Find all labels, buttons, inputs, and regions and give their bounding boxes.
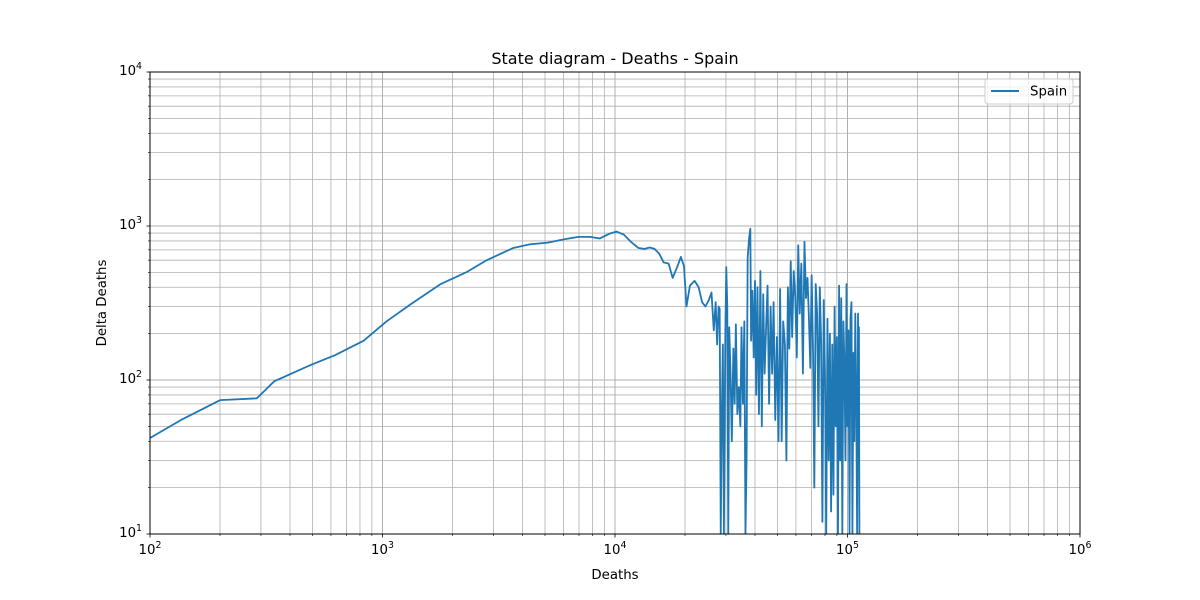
y-tick-label: 101 bbox=[119, 523, 142, 541]
x-tick-label: 105 bbox=[836, 540, 859, 558]
series-layer bbox=[150, 227, 861, 534]
y-tick-label: 103 bbox=[119, 215, 142, 233]
x-tick-label: 103 bbox=[371, 540, 394, 558]
series-line-spain bbox=[150, 227, 861, 534]
chart-title: State diagram - Deaths - Spain bbox=[491, 49, 738, 68]
y-tick-label: 104 bbox=[119, 61, 142, 79]
legend-box bbox=[984, 78, 1074, 105]
x-tick-label: 104 bbox=[604, 540, 627, 558]
y-tick-label: 102 bbox=[119, 369, 142, 387]
legend-label-spain: Spain bbox=[1030, 85, 1067, 100]
x-tick-label: 106 bbox=[1069, 540, 1092, 558]
plot-area bbox=[150, 227, 861, 534]
grid bbox=[149, 71, 1081, 535]
y-axis-label: Delta Deaths bbox=[95, 260, 110, 347]
legend: Spain bbox=[984, 78, 1074, 105]
x-tick-label: 102 bbox=[139, 540, 162, 558]
x-axis-label: Deaths bbox=[591, 568, 638, 583]
